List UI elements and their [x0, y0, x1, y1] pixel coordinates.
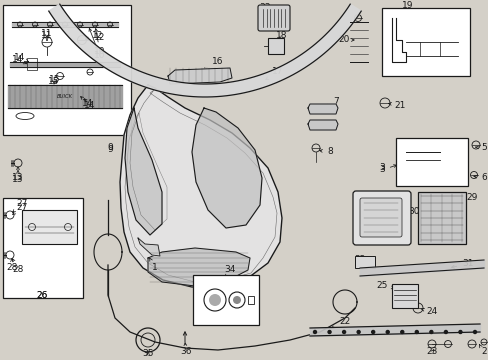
Text: BUICK: BUICK [57, 94, 73, 99]
Text: 9: 9 [107, 144, 113, 153]
Text: 21: 21 [387, 100, 405, 109]
Polygon shape [307, 104, 337, 114]
Circle shape [472, 330, 475, 333]
Polygon shape [192, 108, 262, 228]
Bar [391, 284, 417, 308]
Text: 34: 34 [224, 266, 235, 278]
Text: 6: 6 [473, 174, 486, 183]
Text: 27: 27 [13, 199, 28, 212]
Circle shape [356, 330, 359, 333]
Polygon shape [49, 4, 361, 97]
Text: 14: 14 [14, 53, 28, 62]
Bar [354, 256, 374, 268]
Circle shape [400, 330, 403, 333]
Bar [395, 138, 467, 186]
Bar [247, 296, 253, 304]
Text: 12: 12 [85, 33, 105, 42]
Text: 15: 15 [48, 77, 60, 85]
Circle shape [371, 330, 374, 333]
Text: 3: 3 [378, 163, 384, 172]
Bar [381, 8, 469, 76]
Text: 22: 22 [330, 318, 350, 329]
Text: 18: 18 [276, 31, 287, 40]
Text: 5: 5 [474, 144, 486, 153]
Text: 7: 7 [325, 98, 338, 107]
Circle shape [342, 330, 345, 333]
Text: 15: 15 [49, 76, 61, 85]
Text: 8: 8 [319, 148, 332, 157]
Text: 26: 26 [36, 291, 48, 300]
FancyBboxPatch shape [359, 198, 401, 237]
Circle shape [386, 330, 388, 333]
Text: 11: 11 [41, 28, 53, 40]
Circle shape [444, 330, 447, 333]
Text: 33: 33 [259, 4, 270, 13]
Text: 14: 14 [12, 55, 26, 64]
Text: 29: 29 [456, 193, 477, 204]
Bar [3, 5, 131, 135]
Text: 32: 32 [354, 256, 365, 265]
Text: 13: 13 [12, 170, 24, 184]
Text: 14: 14 [81, 96, 96, 109]
Text: 25: 25 [376, 282, 393, 291]
Polygon shape [120, 85, 282, 287]
Bar [27, 58, 37, 70]
Polygon shape [148, 248, 249, 286]
Bar [267, 38, 284, 54]
Text: 9: 9 [107, 145, 113, 154]
Text: 3: 3 [378, 165, 396, 175]
FancyBboxPatch shape [258, 5, 289, 31]
Text: 28: 28 [6, 259, 18, 271]
Text: 35: 35 [142, 350, 153, 359]
Text: 13: 13 [12, 167, 24, 183]
Bar [3, 198, 83, 298]
Circle shape [414, 330, 417, 333]
Text: 16: 16 [203, 58, 224, 70]
Text: 10: 10 [94, 28, 105, 57]
Circle shape [313, 330, 316, 333]
Text: 2: 2 [478, 345, 486, 356]
Text: 28: 28 [12, 259, 23, 274]
Bar [193, 275, 259, 325]
Text: 23: 23 [426, 347, 437, 356]
Text: 26: 26 [36, 292, 48, 301]
Text: 17: 17 [265, 68, 283, 80]
Text: 20: 20 [338, 36, 353, 45]
Text: 19: 19 [402, 0, 414, 15]
Text: 30: 30 [402, 207, 419, 216]
FancyBboxPatch shape [352, 191, 410, 245]
Polygon shape [125, 108, 162, 235]
Bar [22, 210, 77, 244]
Circle shape [458, 330, 461, 333]
Text: 27: 27 [13, 202, 28, 215]
Text: 31: 31 [450, 260, 473, 269]
Circle shape [429, 330, 432, 333]
Text: 14: 14 [82, 99, 94, 108]
Circle shape [232, 296, 241, 304]
Polygon shape [168, 68, 231, 84]
Text: 12: 12 [85, 31, 103, 40]
Text: 11: 11 [41, 31, 53, 40]
Text: 10: 10 [89, 28, 105, 60]
Text: 24: 24 [420, 307, 437, 316]
Text: 4: 4 [423, 172, 432, 186]
Text: 36: 36 [180, 343, 191, 356]
Bar [417, 192, 465, 244]
Circle shape [208, 294, 221, 306]
Polygon shape [138, 238, 160, 256]
Circle shape [327, 330, 330, 333]
Text: 1: 1 [149, 258, 158, 273]
Polygon shape [307, 120, 337, 130]
